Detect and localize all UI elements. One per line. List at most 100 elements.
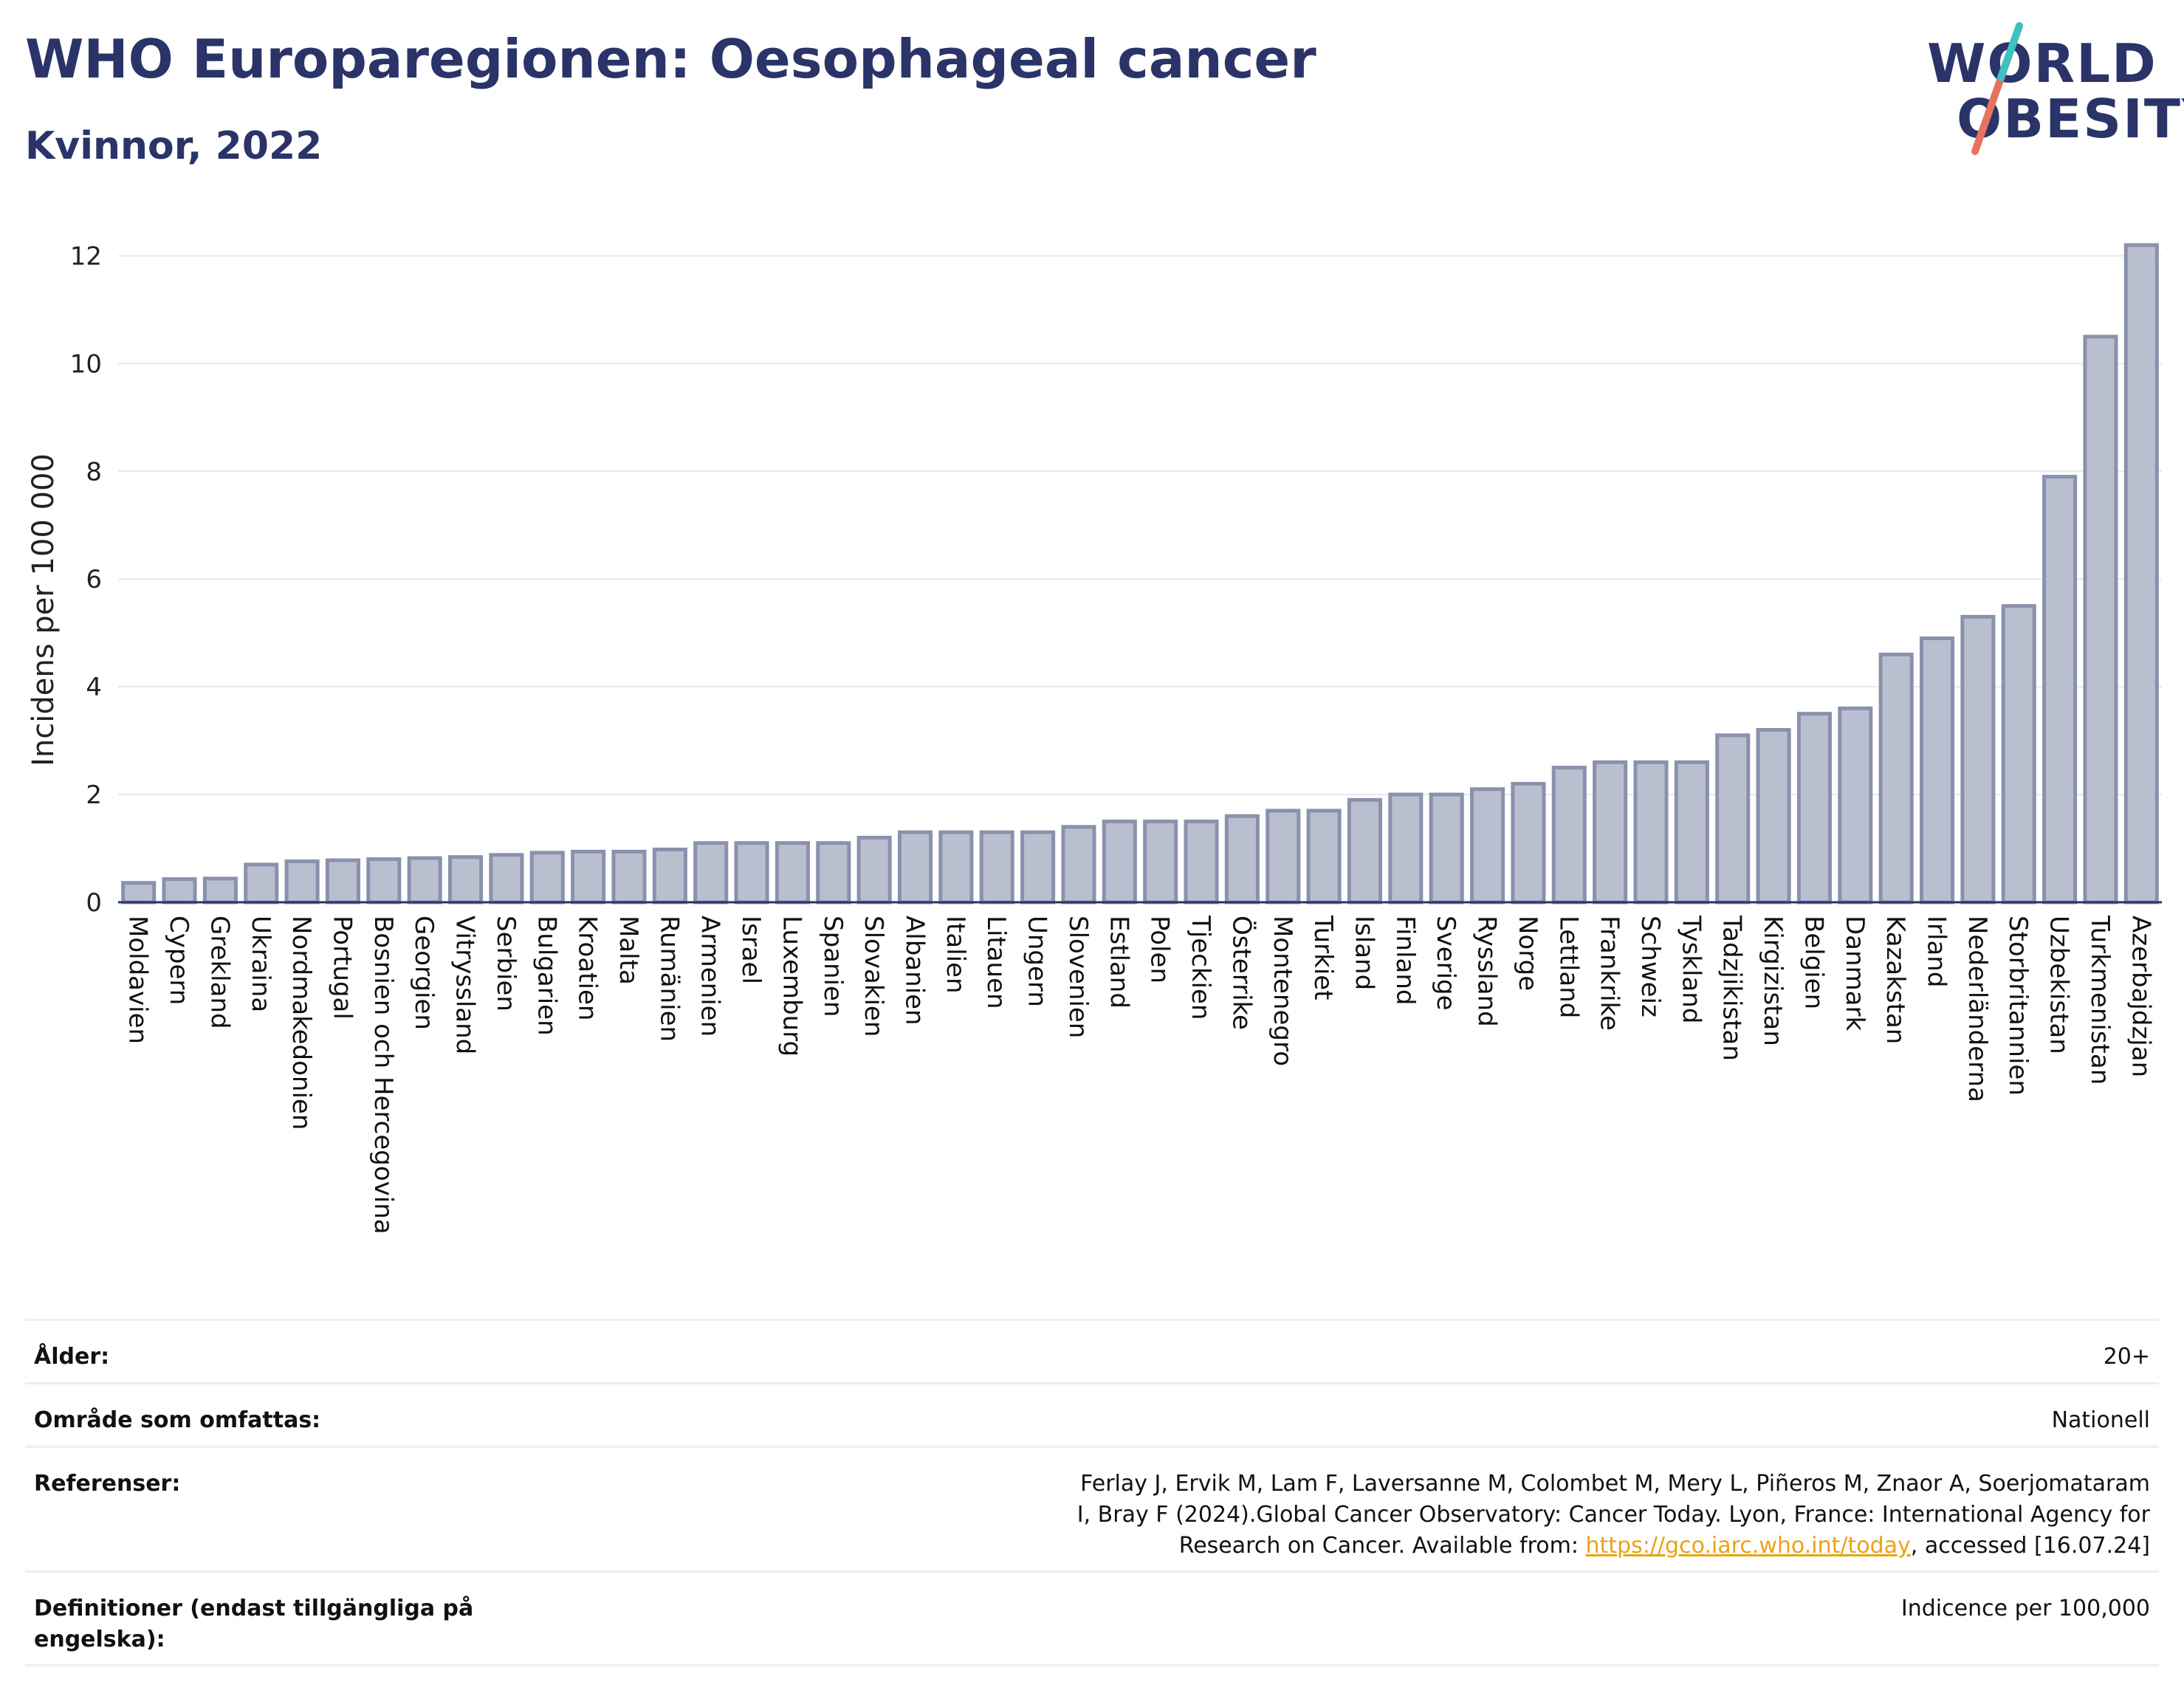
page-title: WHO Europaregionen: Oesophageal cancer [25,28,1316,90]
bar[interactable] [407,856,442,904]
info-label: Definitioner (endast tillgängliga på eng… [34,1596,474,1652]
bar[interactable] [1347,797,1383,904]
bar[interactable] [1593,760,1628,904]
bar[interactable] [489,853,524,904]
bar[interactable] [2083,334,2118,904]
x-tick-label: Lettland [1553,916,1583,1018]
info-label: Ålder: [34,1344,110,1370]
y-tick-label: 2 [86,780,102,810]
info-label: Område som omfattas: [34,1407,321,1433]
bar[interactable] [1224,814,1260,904]
world-obesity-logo: WORLD OBESITY [1920,22,2184,162]
reference-text: Ferlay J, Ervik M, Lam F, Laversanne M, … [1076,1471,2150,1559]
x-tick-label: Italien [941,916,970,994]
x-tick-label: Rumänien [654,916,684,1042]
info-value: Ferlay J, Ervik M, Lam F, Laversanne M, … [506,1448,2159,1570]
bar[interactable] [1838,706,1873,904]
x-tick-label: Litauen [981,916,1011,1009]
info-row-age: Ålder: 20+ [25,1319,2159,1382]
bar[interactable] [1796,712,1832,904]
logo-line-1: WORLD [1927,32,2157,95]
bar[interactable] [1388,792,1424,904]
info-value: Nationell [2051,1407,2150,1433]
x-tick-label: Montenegro [1268,916,1297,1066]
y-tick-label: 12 [70,241,102,271]
bar[interactable] [244,862,279,904]
bar[interactable] [611,849,647,904]
bar[interactable] [816,841,851,904]
reference-link[interactable]: https://gco.iarc.who.int/today [1585,1533,1911,1559]
info-table: Ålder: 20+ Område som omfattas: Nationel… [25,1319,2159,1666]
info-row-definitions: Definitioner (endast tillgängliga på eng… [25,1570,2159,1666]
bar[interactable] [2123,243,2159,904]
bar[interactable] [2001,604,2036,904]
bar[interactable] [121,881,157,904]
x-tick-label: Albanien [900,916,930,1026]
bar[interactable] [734,841,769,904]
bar[interactable] [1960,614,1996,904]
bar[interactable] [1715,733,1751,904]
bar[interactable] [775,841,810,904]
bar-chart: 0 2 4 6 8 10 12 Moldavien Cypern Grekland Ukraina… [27,241,2162,1235]
bar[interactable] [897,830,933,904]
x-tick-label: Kroatien [573,916,602,1020]
bar[interactable] [2042,475,2078,904]
y-tick-label: 0 [86,888,102,918]
bar[interactable] [529,851,565,904]
bar[interactable] [571,849,606,904]
x-tick-label: Serbien [491,916,521,1012]
x-tick-label: Slovenien [1063,916,1093,1038]
x-tick-label: Norge [1513,916,1542,991]
x-tick-label: Uzbekistan [2044,916,2074,1054]
bar[interactable] [693,841,729,904]
y-tick-label: 10 [70,349,102,379]
bar[interactable] [162,877,197,904]
bar[interactable] [1470,787,1505,904]
bar[interactable] [856,835,892,904]
x-tick-label: Cypern [164,916,193,1005]
logo-slash-icon [1971,22,2023,155]
bar[interactable] [366,857,402,904]
bar[interactable] [1919,636,1955,904]
x-tick-label: Bosnien och Hercegovina [368,916,398,1235]
x-tick-label: Armenien [696,916,725,1037]
x-tick-label: Finland [1390,916,1420,1006]
x-tick-label: Ukraina [246,916,275,1012]
x-tick-label: Azerbajdzjan [2126,916,2155,1077]
x-tick-label: Island [1349,916,1378,990]
bar[interactable] [1061,825,1096,904]
bar[interactable] [1633,760,1669,904]
bar[interactable] [1511,781,1546,904]
chart-grid [118,255,2162,903]
x-tick-label: Spanien [818,916,848,1017]
bar[interactable] [202,876,238,904]
bar[interactable] [652,847,687,904]
x-tick-label: Tyskland [1676,915,1706,1023]
x-tick-label: Tadzjikistan [1717,915,1747,1061]
bar[interactable] [1756,728,1791,904]
bar[interactable] [325,858,361,904]
bar[interactable] [1143,820,1178,904]
x-tick-label: Malta [614,916,643,985]
x-tick-label: Portugal [327,916,357,1020]
bar[interactable] [1878,652,1914,904]
y-axis-ticks: 0 2 4 6 8 10 12 [70,241,102,918]
bar[interactable] [1266,808,1301,904]
bar[interactable] [1184,820,1219,904]
x-tick-label: Georgien [409,916,439,1030]
bar[interactable] [938,830,974,904]
x-tick-label: Nordmakedonien [286,916,316,1130]
bar[interactable] [448,855,484,904]
bar[interactable] [1020,830,1056,904]
x-axis-ticks: Moldavien Cypern Grekland Ukraina Nordmakedo… [123,915,2156,1235]
bar[interactable] [1102,820,1137,904]
bar[interactable] [1674,760,1709,904]
bar[interactable] [1551,766,1587,904]
x-tick-label: Moldavien [123,916,153,1044]
bar[interactable] [284,859,320,904]
x-tick-label: Bulgarien [532,916,561,1036]
info-value: 20+ [2103,1344,2150,1370]
bar[interactable] [979,830,1014,904]
bar[interactable] [1306,808,1342,904]
bar[interactable] [1429,792,1464,904]
